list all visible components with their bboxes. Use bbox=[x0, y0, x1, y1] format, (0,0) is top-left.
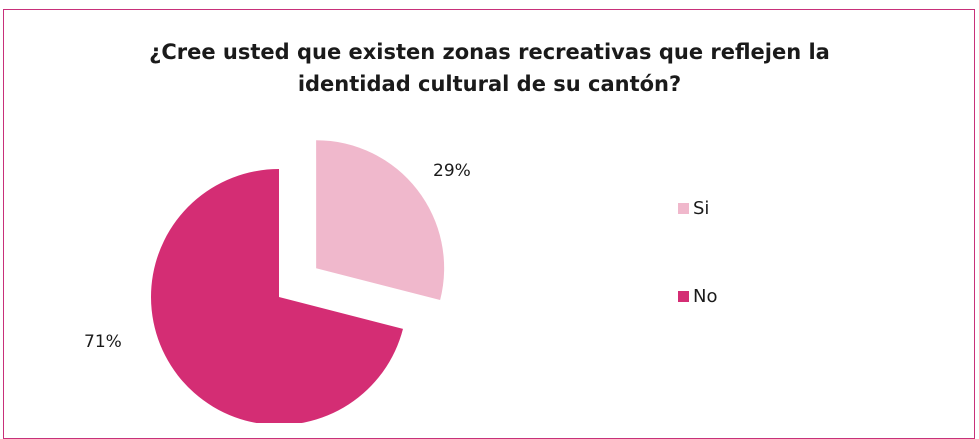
legend: Si No bbox=[678, 190, 717, 366]
data-label-no: 71% bbox=[84, 332, 122, 352]
chart-title-text: ¿Cree usted que existen zonas recreativa… bbox=[149, 40, 830, 96]
pie-chart: 29% 71% bbox=[84, 140, 471, 423]
legend-label-si: Si bbox=[693, 197, 710, 219]
chart-title: ¿Cree usted que existen zonas recreativa… bbox=[0, 36, 979, 100]
data-label-si: 29% bbox=[433, 161, 471, 181]
legend-swatch-no bbox=[678, 290, 689, 302]
legend-label-no: No bbox=[693, 285, 718, 307]
chart-frame bbox=[3, 9, 975, 439]
pie-slice-no bbox=[151, 169, 403, 423]
legend-item-no: No bbox=[678, 278, 717, 314]
legend-swatch-si bbox=[678, 202, 689, 214]
pie-slice-si bbox=[316, 140, 445, 301]
legend-item-si: Si bbox=[678, 190, 717, 226]
